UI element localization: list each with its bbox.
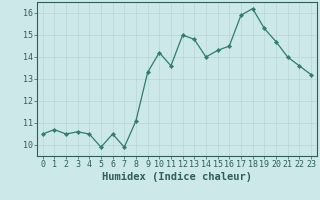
X-axis label: Humidex (Indice chaleur): Humidex (Indice chaleur) — [102, 172, 252, 182]
